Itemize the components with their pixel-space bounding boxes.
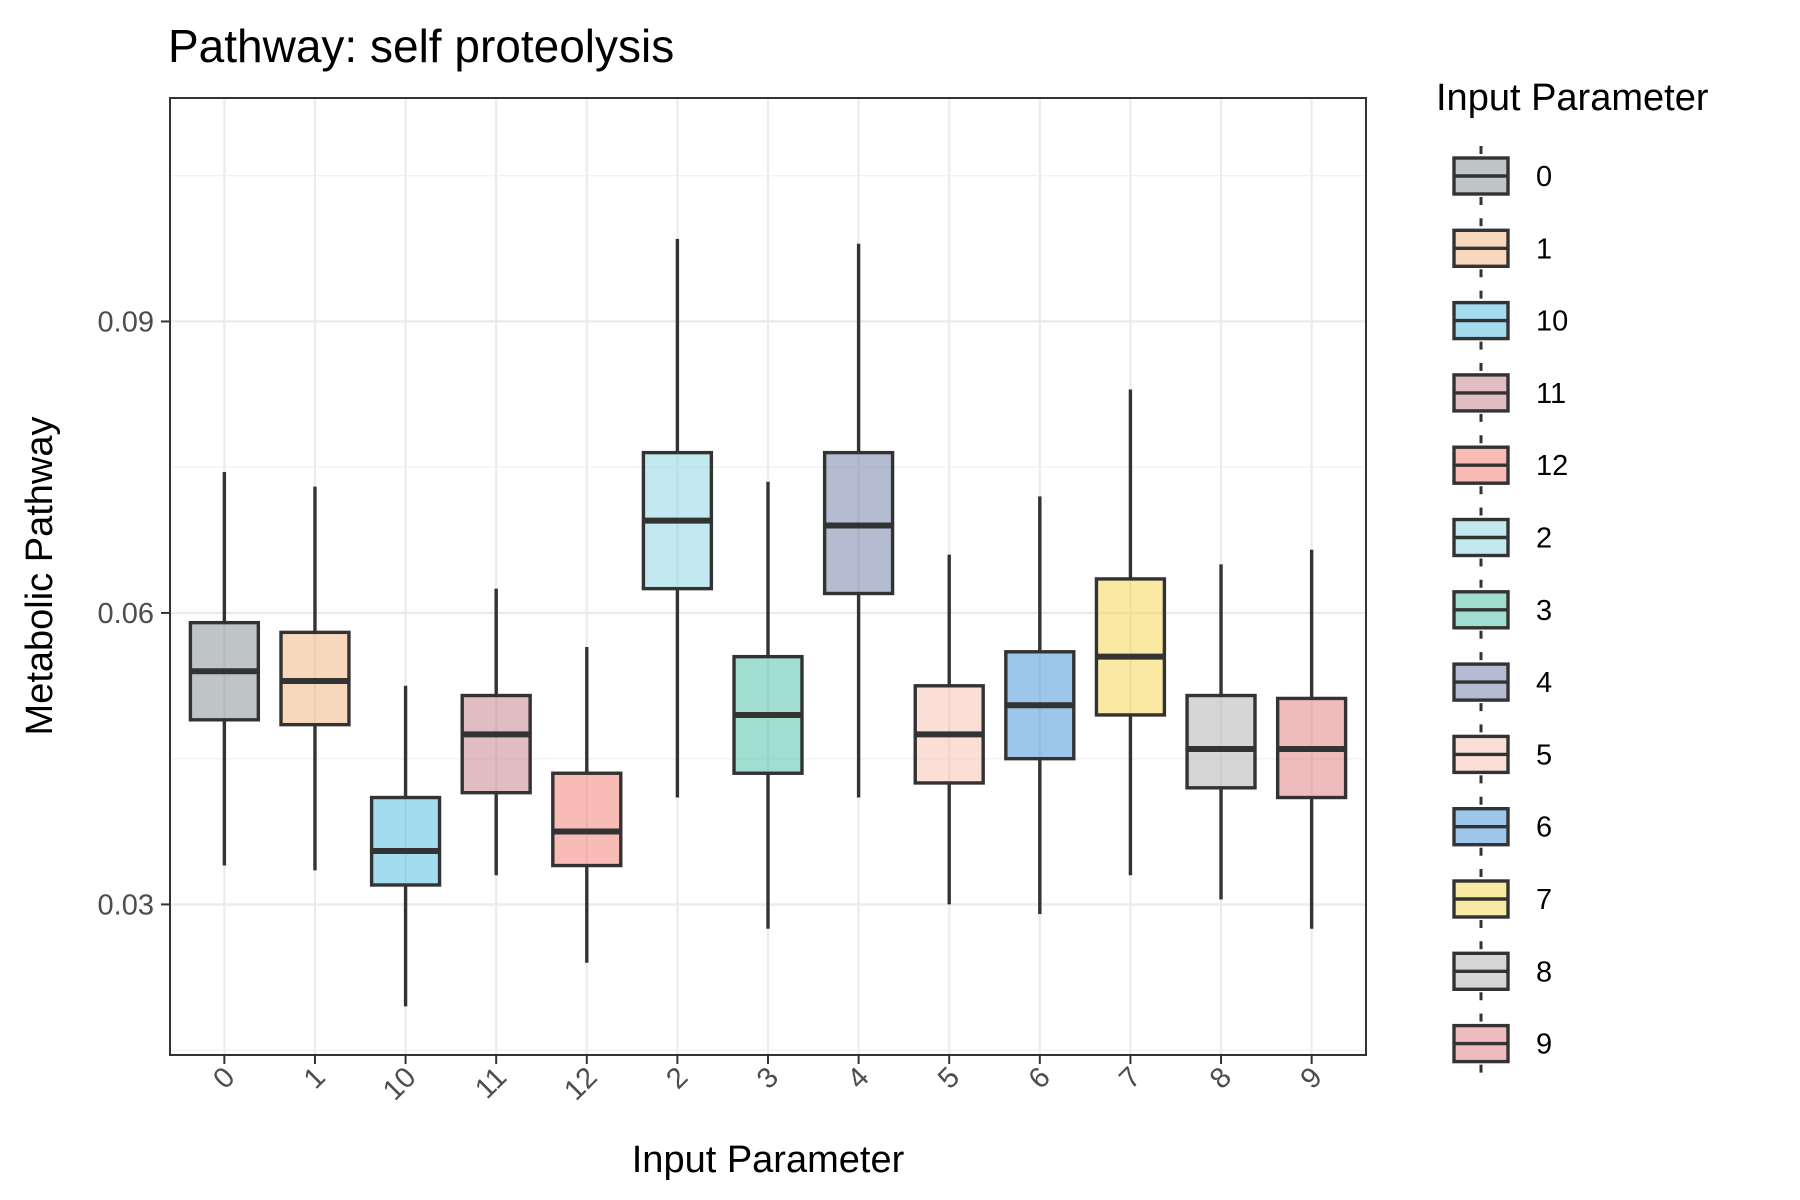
y-tick-label-0.09: 0.09 bbox=[98, 306, 154, 338]
legend-key-10 bbox=[1452, 290, 1510, 351]
legend-label-9: 9 bbox=[1536, 1029, 1552, 1061]
x-tick-label-3: 3 bbox=[751, 1061, 785, 1095]
x-tick-label-2: 2 bbox=[660, 1061, 694, 1095]
y-axis-title: Metabolic Pathway bbox=[19, 417, 61, 736]
box-3 bbox=[732, 481, 804, 929]
box-12 bbox=[551, 646, 623, 963]
box-7 bbox=[1094, 389, 1167, 876]
legend-title: Input Parameter bbox=[1436, 77, 1709, 119]
y-tick-label-0.03: 0.03 bbox=[98, 889, 154, 921]
legend-label-11: 11 bbox=[1536, 378, 1566, 410]
legend-key-11 bbox=[1452, 362, 1510, 423]
legend-key-2 bbox=[1452, 507, 1510, 568]
box-body-12 bbox=[551, 771, 623, 868]
box-body-10 bbox=[369, 795, 442, 887]
legend-label-8: 8 bbox=[1536, 956, 1552, 988]
box-0 bbox=[188, 472, 261, 866]
legend-label-3: 3 bbox=[1536, 595, 1552, 627]
box-1 bbox=[279, 486, 351, 871]
legend-key-12 bbox=[1452, 435, 1510, 496]
x-tick-label-9: 9 bbox=[1295, 1061, 1329, 1095]
legend-label-5: 5 bbox=[1536, 739, 1552, 771]
legend-label-2: 2 bbox=[1536, 523, 1552, 555]
x-tick-label-11: 11 bbox=[469, 1061, 513, 1105]
legend: Input Parameter 0 1 10 11 12 2 3 4 5 6 7 8 9 bbox=[1436, 77, 1709, 1074]
legend-key-3 bbox=[1452, 579, 1510, 640]
box-8 bbox=[1185, 564, 1257, 900]
legend-label-1: 1 bbox=[1536, 233, 1552, 265]
legend-label-10: 10 bbox=[1536, 306, 1568, 338]
x-tick-label-4: 4 bbox=[842, 1061, 876, 1095]
legend-key-7 bbox=[1452, 869, 1510, 929]
x-tick-label-1: 1 bbox=[298, 1061, 332, 1095]
chart-title: Pathway: self proteolysis bbox=[168, 20, 674, 72]
x-axis-title: Input Parameter bbox=[632, 1139, 905, 1181]
x-tick-label-10: 10 bbox=[377, 1061, 422, 1106]
legend-label-7: 7 bbox=[1536, 884, 1552, 916]
legend-key-0 bbox=[1452, 146, 1510, 206]
legend-label-6: 6 bbox=[1536, 812, 1552, 844]
legend-key-5 bbox=[1452, 724, 1510, 785]
box-10 bbox=[369, 685, 442, 1007]
x-tick-label-8: 8 bbox=[1204, 1061, 1238, 1095]
legend-key-6 bbox=[1452, 796, 1510, 857]
box-4 bbox=[822, 243, 895, 798]
box-6 bbox=[1004, 496, 1076, 915]
legend-key-8 bbox=[1452, 941, 1510, 1002]
box-body-8 bbox=[1185, 693, 1257, 790]
x-tick-label-0: 0 bbox=[207, 1061, 241, 1095]
box-layer bbox=[188, 238, 1348, 1007]
legend-label-4: 4 bbox=[1536, 667, 1552, 699]
box-11 bbox=[460, 588, 532, 876]
box-body-7 bbox=[1094, 577, 1167, 717]
box-body-11 bbox=[460, 693, 532, 795]
legend-key-4 bbox=[1452, 652, 1510, 713]
legend-label-12: 12 bbox=[1536, 450, 1568, 482]
x-tick-label-6: 6 bbox=[1023, 1061, 1057, 1095]
box-9 bbox=[1275, 549, 1348, 929]
y-tick-label-0.06: 0.06 bbox=[98, 598, 154, 630]
legend-key-9 bbox=[1452, 1013, 1510, 1074]
legend-label-0: 0 bbox=[1536, 161, 1552, 193]
x-tick-label-12: 12 bbox=[558, 1061, 603, 1106]
legend-key-1 bbox=[1452, 218, 1510, 279]
x-tick-label-7: 7 bbox=[1113, 1061, 1147, 1095]
box-2 bbox=[641, 238, 714, 798]
x-tick-label-5: 5 bbox=[932, 1061, 966, 1095]
box-5 bbox=[913, 554, 985, 905]
